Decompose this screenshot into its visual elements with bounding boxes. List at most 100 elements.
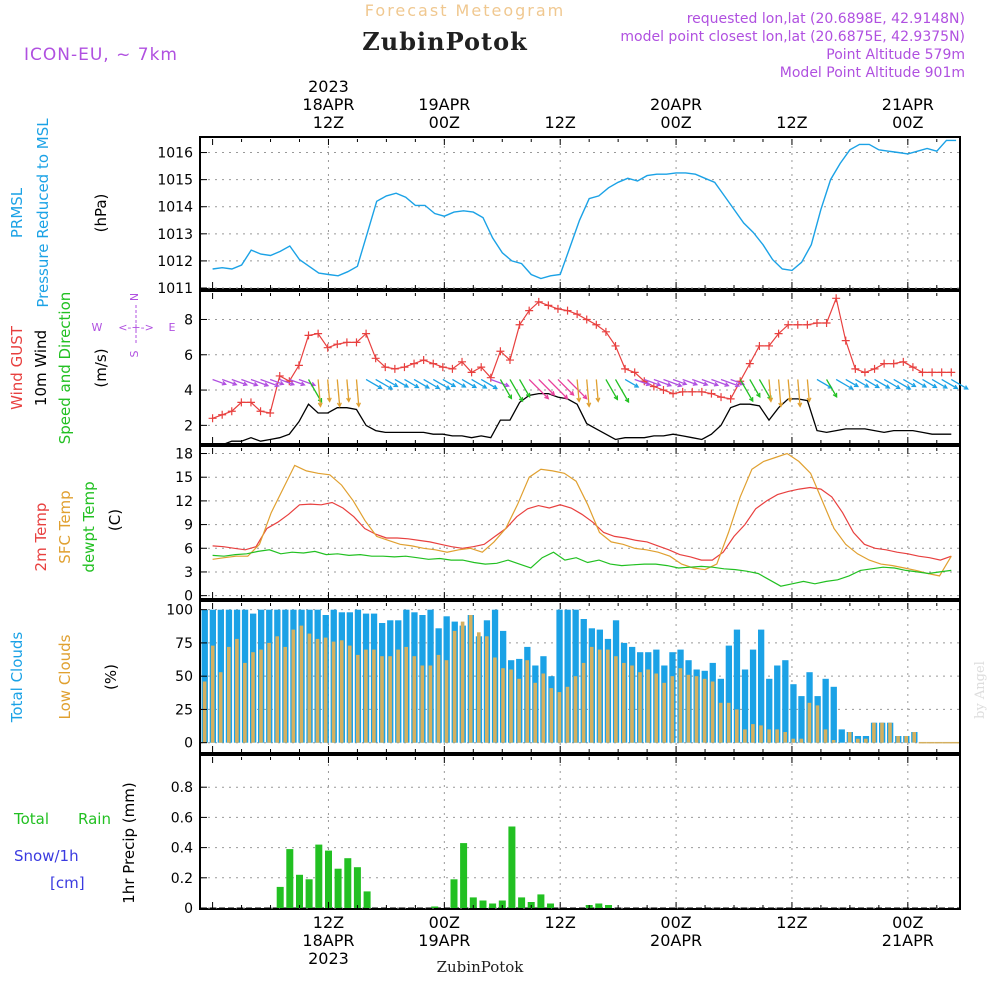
low-cloud-bar (477, 632, 481, 743)
label-10m-wind: 10m Wind (32, 330, 50, 406)
wind-arrow (672, 378, 687, 385)
low-cloud-bar (380, 656, 384, 743)
wind-labels: Wind GUST 10m Wind Speed and Direction (… (8, 292, 176, 445)
low-cloud-bar (420, 665, 425, 743)
label-speed-direction: Speed and Direction (56, 292, 74, 445)
low-cloud-bar (364, 649, 368, 743)
total-cloud-bar (749, 649, 757, 743)
low-cloud-bar (501, 668, 505, 743)
wind-arrow (692, 378, 708, 386)
gust-marker (688, 387, 697, 396)
wind-arrowhead (317, 397, 323, 404)
gust-marker (390, 364, 399, 373)
wind-line (212, 392, 952, 446)
low-cloud-bar (452, 630, 457, 743)
gust-marker (256, 407, 265, 416)
wind-arrowhead (724, 382, 730, 387)
ytick-label: 0.6 (171, 810, 193, 826)
low-cloud-bar (589, 646, 594, 743)
time-label-top: 12Z (545, 113, 576, 132)
low-cloud-bar (525, 660, 529, 743)
gust-marker (266, 409, 275, 417)
point-altitude: Point Altitude 579m (826, 47, 965, 63)
gust-marker (410, 359, 419, 368)
label-wind-gust: Wind GUST (8, 325, 26, 410)
wind-arrow (730, 378, 745, 385)
rain-bar (489, 903, 497, 908)
wind-arrow (298, 378, 316, 386)
gust-marker (649, 382, 658, 391)
low-cloud-bar (823, 729, 828, 743)
gust-marker (659, 386, 668, 395)
gust-marker (899, 357, 908, 366)
gust-marker (275, 371, 284, 380)
rain-bar (286, 849, 294, 908)
wind-arrow (538, 379, 555, 396)
low-cloud-bar (549, 688, 554, 743)
low-cloud-bar (581, 662, 586, 743)
gust-marker (218, 410, 227, 419)
time-label-bottom: 00Z (892, 913, 923, 932)
gust-marker (822, 319, 831, 327)
low-cloud-bar (856, 738, 860, 743)
wind-arrowhead (656, 381, 662, 387)
low-cloud-bar (251, 652, 255, 743)
wind-arrow (777, 379, 782, 407)
wind-arrowhead (787, 397, 793, 403)
wind-arrowhead (582, 394, 588, 400)
label-percent: (%) (102, 664, 120, 690)
wind-arrow (231, 378, 248, 386)
wind-arrowhead (953, 384, 959, 390)
wind-arrowhead (544, 394, 550, 400)
wind-arrowhead (232, 381, 238, 386)
wind-arrow (289, 378, 305, 386)
wind-arrowhead (471, 383, 478, 389)
low-cloud-bar (323, 637, 328, 743)
ytick-label: 1016 (157, 146, 193, 162)
gust-marker (803, 320, 812, 329)
gust-marker (640, 377, 649, 386)
label-sfc-temp: SFC Temp (56, 490, 74, 563)
gust-marker (832, 294, 841, 303)
low-cloud-bar (791, 738, 796, 743)
low-cloud-bar (315, 638, 320, 743)
wind-arrow (922, 378, 937, 389)
wind-arrow (855, 378, 869, 388)
wind-arrow (825, 379, 838, 398)
gust-marker (908, 363, 917, 372)
mark-layer (201, 139, 969, 909)
low-cloud-bar (468, 615, 473, 743)
low-cloud-bar (533, 682, 537, 743)
gust-marker (611, 341, 620, 350)
low-cloud-bar (347, 645, 352, 743)
gust-marker (371, 354, 380, 363)
wind-arrowhead (778, 402, 784, 408)
wind-arrow (499, 379, 512, 399)
gust-marker (841, 336, 850, 345)
low-cloud-bar (638, 672, 642, 743)
low-cloud-bar (912, 732, 916, 743)
wind-arrowhead (595, 397, 601, 403)
low-cloud-bar (259, 649, 263, 743)
wind-arrow (758, 379, 772, 400)
wind-arrow (720, 378, 740, 387)
low-cloud-bar (573, 676, 578, 743)
low-cloud-bar (356, 654, 360, 743)
wind-arrow (749, 379, 761, 398)
wind-arrowhead (435, 384, 441, 390)
low-cloud-bar (283, 646, 287, 743)
label-2m-temp: 2m Temp (32, 503, 50, 572)
wind-arrow (711, 378, 729, 387)
label-low-clouds: Low Clouds (56, 634, 74, 719)
wind-arrowhead (806, 397, 812, 403)
gust-marker (736, 377, 745, 386)
gust-marker (477, 363, 486, 372)
low-cloud-bar (904, 736, 908, 743)
wind-arrowhead (242, 381, 249, 387)
low-cloud-bar (388, 656, 392, 743)
gust-marker (400, 363, 409, 372)
pressure-labels: PRMSL Pressure Reduced to MSL (hPa) (8, 118, 110, 308)
rain-bar (460, 843, 468, 908)
low-cloud-bar (670, 676, 675, 743)
